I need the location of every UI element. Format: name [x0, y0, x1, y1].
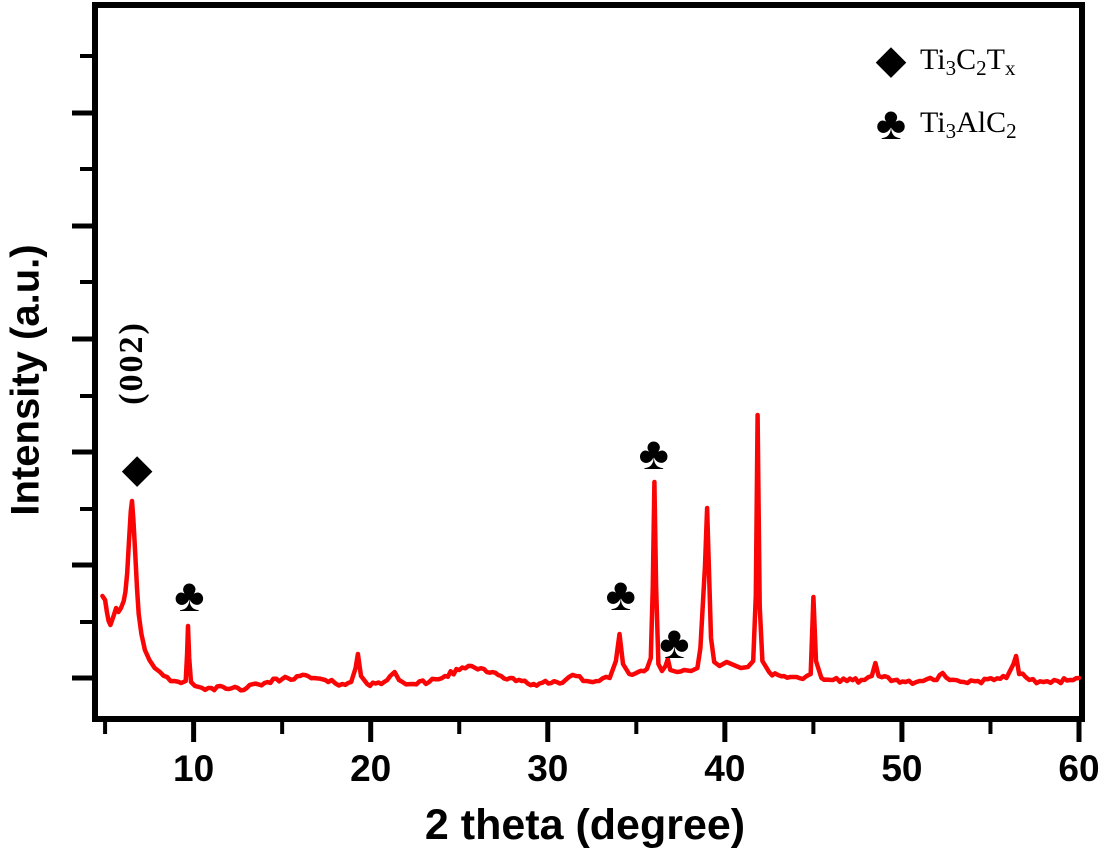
x-tick-label: 50 — [881, 748, 923, 789]
x-axis-title: 2 theta (degree) — [424, 801, 746, 849]
diamond-marker-icon: ◆ — [121, 447, 153, 491]
club-marker-icon: ♣ — [605, 568, 636, 620]
x-tick-label: 60 — [1058, 748, 1100, 789]
legend: ◆ Ti3C2Tx ♣ Ti3AlC2 — [862, 28, 1017, 154]
x-tick-label: 30 — [527, 748, 569, 789]
club-marker-icon: ♣ — [174, 569, 205, 621]
legend-entry-ti3alc2: ♣ Ti3AlC2 — [862, 91, 1017, 154]
club-marker-icon: ♣ — [638, 427, 669, 479]
club-marker-icon: ♣ — [659, 616, 690, 668]
legend-entry-ti3c2tx: ◆ Ti3C2Tx — [862, 28, 1017, 91]
y-axis-title: Intensity (a.u.) — [3, 244, 48, 516]
peak-002-label: (002) — [112, 321, 150, 405]
legend-label: Ti3C2Tx — [920, 42, 1016, 80]
club-icon: ♣ — [875, 96, 907, 149]
xrd-trace — [100, 412, 1082, 693]
plot-border — [92, 2, 1085, 722]
legend-label: Ti3AlC2 — [920, 105, 1017, 143]
x-tick-label: 10 — [173, 748, 215, 789]
diamond-icon: ◆ — [875, 37, 907, 82]
x-tick-label: 40 — [704, 748, 746, 789]
x-tick-label: 20 — [350, 748, 392, 789]
